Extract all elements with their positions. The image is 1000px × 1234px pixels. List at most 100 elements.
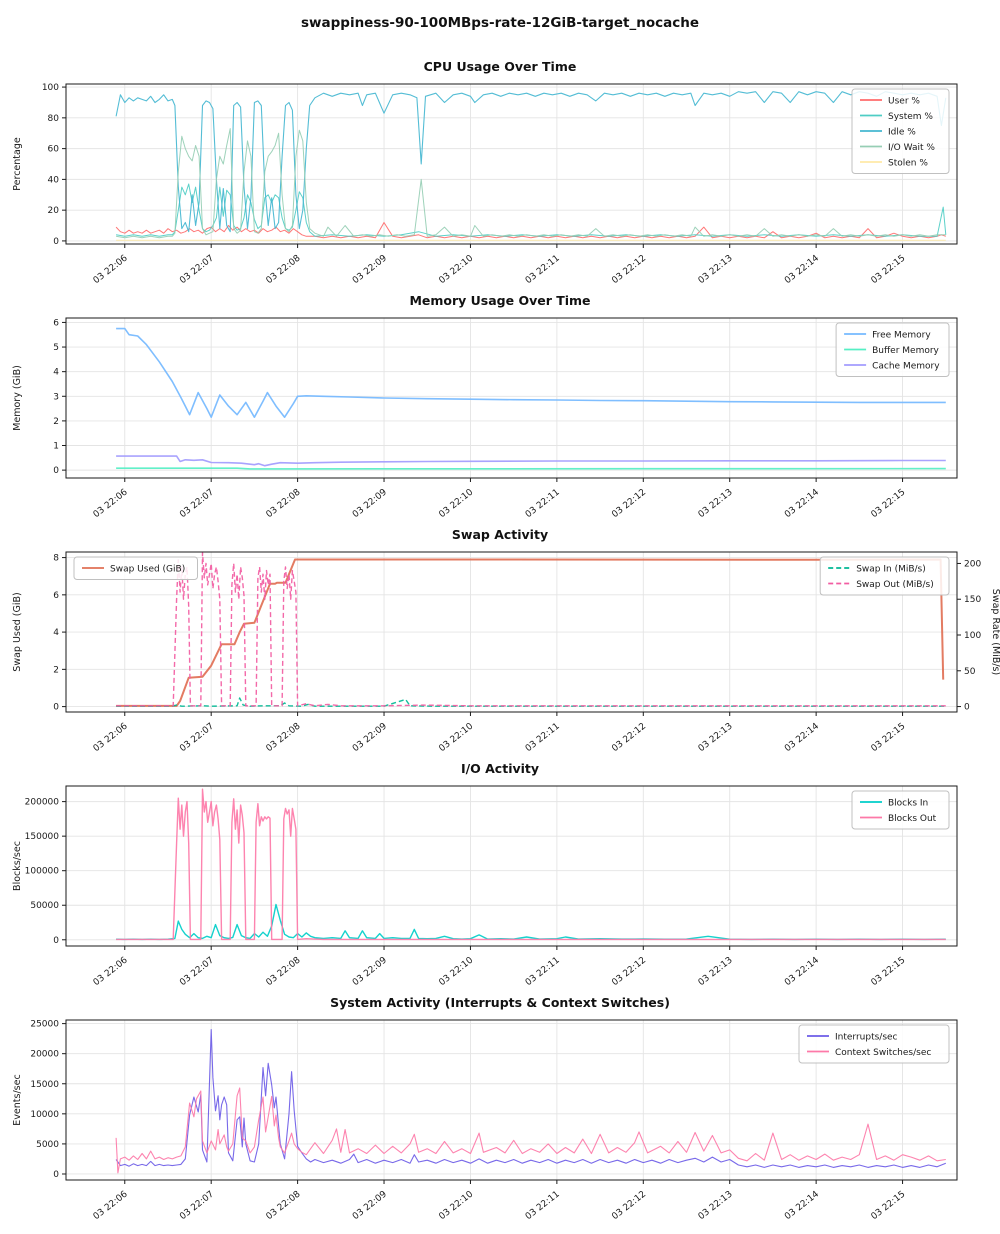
x-tick-label: 03 22:07 bbox=[178, 1189, 216, 1222]
x-tick-label: 03 22:13 bbox=[697, 721, 735, 754]
chart-title-memory: Memory Usage Over Time bbox=[409, 293, 591, 308]
chart-canvas-system: 03 22:06 03 22:07 03 22:08 03 22:09 03 22:10… bbox=[12, 1019, 958, 1222]
x-tick-label: 03 22:10 bbox=[437, 721, 475, 754]
legend-label: System % bbox=[888, 112, 933, 122]
x-tick-label: 03 22:07 bbox=[178, 721, 216, 754]
x-tick-label: 03 22:09 bbox=[351, 487, 389, 520]
y-tick-label: 15000 bbox=[30, 1080, 59, 1090]
x-tick-label: 03 22:14 bbox=[783, 487, 821, 520]
y-tick-label: 4 bbox=[53, 368, 59, 378]
y-tick-label: 20 bbox=[48, 206, 60, 216]
series-free-memory bbox=[116, 327, 946, 418]
x-tick-label: 03 22:15 bbox=[870, 721, 908, 754]
x-tick-label: 03 22:11 bbox=[524, 955, 562, 988]
y-axis-label: Memory (GiB) bbox=[12, 365, 23, 431]
series-swap-in-mib-s- bbox=[116, 697, 946, 707]
y-tick-label: 0 bbox=[53, 466, 59, 476]
y-axis-label: Blocks/sec bbox=[12, 841, 23, 891]
y-tick-label: 6 bbox=[53, 318, 59, 328]
legend-label: Buffer Memory bbox=[872, 346, 939, 356]
x-tick-label: 03 22:11 bbox=[524, 253, 562, 286]
x-tick-label: 03 22:06 bbox=[92, 721, 130, 754]
chart-canvas-swap: 03 22:06 03 22:07 03 22:08 03 22:09 03 22:10… bbox=[12, 551, 1000, 754]
chart-title-swap: Swap Activity bbox=[451, 527, 549, 542]
chart-canvas-io: 03 22:06 03 22:07 03 22:08 03 22:09 03 22:10… bbox=[12, 785, 958, 988]
legend-label: Interrupts/sec bbox=[835, 1033, 898, 1043]
legend: Swap In (MiB/s) Swap Out (MiB/s) bbox=[819, 556, 950, 596]
legend-label: Context Switches/sec bbox=[835, 1048, 931, 1058]
y-tick-label: 8 bbox=[53, 554, 59, 564]
y-tick-label: 200000 bbox=[25, 798, 60, 808]
x-tick-label: 03 22:06 bbox=[92, 1189, 130, 1222]
legend-box bbox=[851, 790, 950, 830]
y-tick-label: 80 bbox=[48, 114, 60, 124]
x-tick-label: 03 22:11 bbox=[524, 487, 562, 520]
legend-label: Stolen % bbox=[888, 159, 928, 169]
x-tick-label: 03 22:15 bbox=[870, 1189, 908, 1222]
x-tick-label: 03 22:07 bbox=[178, 487, 216, 520]
axes bbox=[62, 317, 958, 482]
legend: Blocks In Blocks Out bbox=[851, 790, 950, 830]
plot-border bbox=[65, 83, 958, 245]
legend-label: Idle % bbox=[888, 128, 916, 138]
y2-tick-label: 100 bbox=[964, 631, 981, 641]
chart-block-memory: Memory Usage Over Time 03 22:06 03 22:07 0… bbox=[0, 290, 1000, 524]
x-tick-label: 03 22:10 bbox=[437, 1189, 475, 1222]
x-tick-label: 03 22:12 bbox=[610, 487, 648, 520]
y-tick-label: 25000 bbox=[30, 1020, 59, 1030]
legend-box bbox=[73, 556, 198, 580]
chart-block-system: System Activity (Interrupts & Context Sw… bbox=[0, 992, 1000, 1226]
x-tick-label: 03 22:14 bbox=[783, 721, 821, 754]
axes bbox=[62, 83, 958, 248]
legend-label: I/O Wait % bbox=[888, 143, 935, 153]
chart-canvas-cpu: 03 22:06 03 22:07 03 22:08 03 22:09 03 22:10… bbox=[12, 83, 958, 286]
x-tick-label: 03 22:07 bbox=[178, 253, 216, 286]
legend-box bbox=[819, 556, 950, 596]
y-axis-label: Events/sec bbox=[12, 1074, 23, 1125]
y-tick-label: 3 bbox=[53, 392, 59, 402]
x-tick-label: 03 22:08 bbox=[265, 487, 303, 520]
y-tick-label: 5 bbox=[53, 343, 59, 353]
legend-label: User % bbox=[888, 97, 920, 107]
x-tick-label: 03 22:08 bbox=[265, 253, 303, 286]
x-tick-label: 03 22:12 bbox=[610, 721, 648, 754]
x-tick-label: 03 22:15 bbox=[870, 955, 908, 988]
y-tick-label: 40 bbox=[48, 175, 60, 185]
legend-box bbox=[798, 1024, 950, 1064]
series-interrupts-sec bbox=[115, 1029, 947, 1168]
series-blocks-in bbox=[116, 903, 946, 941]
chart-block-io: I/O Activity 03 22:06 03 22:07 03 22:08 03 … bbox=[0, 758, 1000, 992]
y2-tick-label: 200 bbox=[964, 559, 981, 569]
y-tick-label: 0 bbox=[53, 237, 59, 247]
x-tick-label: 03 22:13 bbox=[697, 1189, 735, 1222]
axes bbox=[62, 1019, 958, 1184]
x-tick-label: 03 22:08 bbox=[265, 721, 303, 754]
y-tick-label: 150000 bbox=[25, 832, 60, 842]
y-tick-label: 1 bbox=[53, 442, 59, 452]
x-tick-label: 03 22:13 bbox=[697, 253, 735, 286]
chart-title-io: I/O Activity bbox=[460, 761, 540, 776]
series-context-switches-sec bbox=[115, 1087, 946, 1174]
x-tick-label: 03 22:15 bbox=[870, 253, 908, 286]
legend-label: Blocks In bbox=[888, 799, 928, 809]
y-tick-label: 100 bbox=[42, 83, 59, 93]
chart-block-swap: Swap Activity 03 22:06 03 22:07 03 22:08 03… bbox=[0, 524, 1000, 758]
plot-border bbox=[65, 317, 958, 479]
series-cache-memory bbox=[116, 455, 946, 467]
y-tick-label: 4 bbox=[53, 628, 59, 638]
x-tick-label: 03 22:10 bbox=[437, 487, 475, 520]
x-tick-label: 03 22:13 bbox=[697, 955, 735, 988]
x-tick-label: 03 22:11 bbox=[524, 1189, 562, 1222]
x-tick-label: 03 22:08 bbox=[265, 1189, 303, 1222]
x-tick-label: 03 22:06 bbox=[92, 955, 130, 988]
x-tick-label: 03 22:09 bbox=[351, 253, 389, 286]
y-tick-label: 50000 bbox=[30, 901, 59, 911]
y-tick-label: 2 bbox=[53, 665, 59, 675]
x-tick-label: 03 22:06 bbox=[92, 253, 130, 286]
chart-title-cpu: CPU Usage Over Time bbox=[423, 59, 577, 74]
gridlines bbox=[66, 786, 957, 946]
x-tick-label: 03 22:10 bbox=[437, 955, 475, 988]
x-tick-label: 03 22:09 bbox=[351, 721, 389, 754]
legend: Swap Used (GiB) bbox=[73, 556, 198, 580]
